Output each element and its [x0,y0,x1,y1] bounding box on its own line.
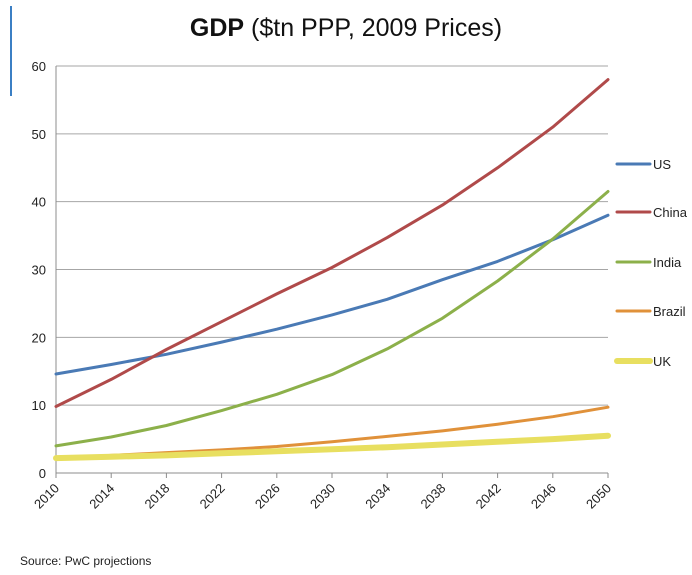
series-line-india [54,190,610,448]
x-tick-2050: 2050 [583,481,614,512]
x-tick-2034: 2034 [362,481,393,512]
x-tick-2038: 2038 [417,481,448,512]
series-line-china [54,78,610,408]
legend: US China India Brazil UK [614,157,688,369]
y-tick-20: 20 [32,330,46,345]
legend-label-china: China [653,205,688,220]
y-tick-0: 0 [39,466,46,481]
y-tick-10: 10 [32,398,46,413]
legend-label-india: India [653,255,682,270]
x-tick-2014: 2014 [86,481,117,512]
axes [55,66,609,478]
legend-label-brazil: Brazil [653,304,686,319]
y-tick-40: 40 [32,195,46,210]
chart-title-rest: ($tn PPP, 2009 Prices) [251,14,503,42]
series-lines [53,78,611,462]
x-tick-2018: 2018 [141,481,172,512]
x-tick-2046: 2046 [528,481,559,512]
series-line-us [54,213,610,376]
y-tick-60: 60 [32,59,46,74]
source-note: Source: PwC projections [20,554,152,568]
x-tick-2022: 2022 [197,481,228,512]
chart-title: GDP ($tn PPP, 2009 Prices) [0,14,692,43]
x-tick-2026: 2026 [252,481,283,512]
x-axis-ticks: 2010 2014 2018 2022 2026 2030 2034 2038 2042 2046… [31,481,614,512]
series-line-uk [53,432,611,462]
legend-label-uk: UK [653,354,671,369]
x-tick-2042: 2042 [473,481,504,512]
y-tick-30: 30 [32,263,46,278]
frame-edge [10,6,12,96]
x-tick-2010: 2010 [31,481,62,512]
gridlines [56,65,608,406]
y-axis-ticks: 0 10 20 30 40 50 60 [32,59,46,481]
chart-title-bold: GDP [189,14,245,42]
legend-label-us: US [653,157,671,172]
x-tick-2030: 2030 [307,481,338,512]
y-tick-50: 50 [32,127,46,142]
